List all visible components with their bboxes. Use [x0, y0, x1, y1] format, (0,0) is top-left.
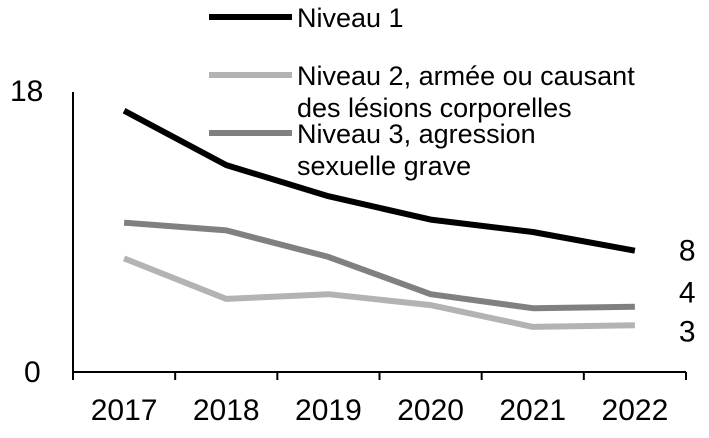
legend-label-niveau-1: Niveau 1 [297, 3, 404, 33]
x-tick-label: 2021 [499, 394, 566, 427]
chart-axes: 2017 2018 2019 2020 2021 2022 18 0 [10, 75, 687, 427]
legend-item-niveau-2: Niveau 2, armée ou causant des lésions c… [209, 61, 635, 123]
x-axis-ticks [72, 372, 687, 380]
series-end-labels: 8 3 4 [679, 235, 696, 349]
y-tick-label-min: 0 [24, 356, 41, 389]
x-tick-label: 2020 [397, 394, 464, 427]
x-axis-tick-labels: 2017 2018 2019 2020 2021 2022 [91, 394, 669, 427]
end-label-niveau-3: 4 [679, 277, 696, 310]
x-tick-label: 2022 [602, 394, 669, 427]
series-line-niveau-2 [122, 255, 635, 330]
legend-label-niveau-2-line-2: des lésions corporelles [297, 93, 572, 123]
y-tick-label-max: 18 [10, 75, 43, 108]
x-tick-label: 2017 [91, 394, 158, 427]
x-tick-label: 2018 [193, 394, 260, 427]
series-line-niveau-3 [123, 219, 635, 312]
legend-item-niveau-1: Niveau 1 [209, 3, 404, 33]
legend: Niveau 1 Niveau 2, armée ou causant des … [209, 3, 635, 181]
series-lines [122, 108, 636, 330]
end-label-niveau-2: 3 [679, 315, 696, 348]
end-label-niveau-1: 8 [679, 235, 696, 268]
legend-label-niveau-2-line-1: Niveau 2, armée ou causant [297, 61, 635, 91]
series-line-niveau-1 [122, 108, 636, 254]
legend-item-niveau-3: Niveau 3, agression sexuelle grave [209, 119, 536, 181]
legend-label-niveau-3-line-1: Niveau 3, agression [297, 119, 536, 149]
legend-label-niveau-3-line-2: sexuelle grave [297, 151, 471, 181]
x-tick-label: 2019 [295, 394, 362, 427]
